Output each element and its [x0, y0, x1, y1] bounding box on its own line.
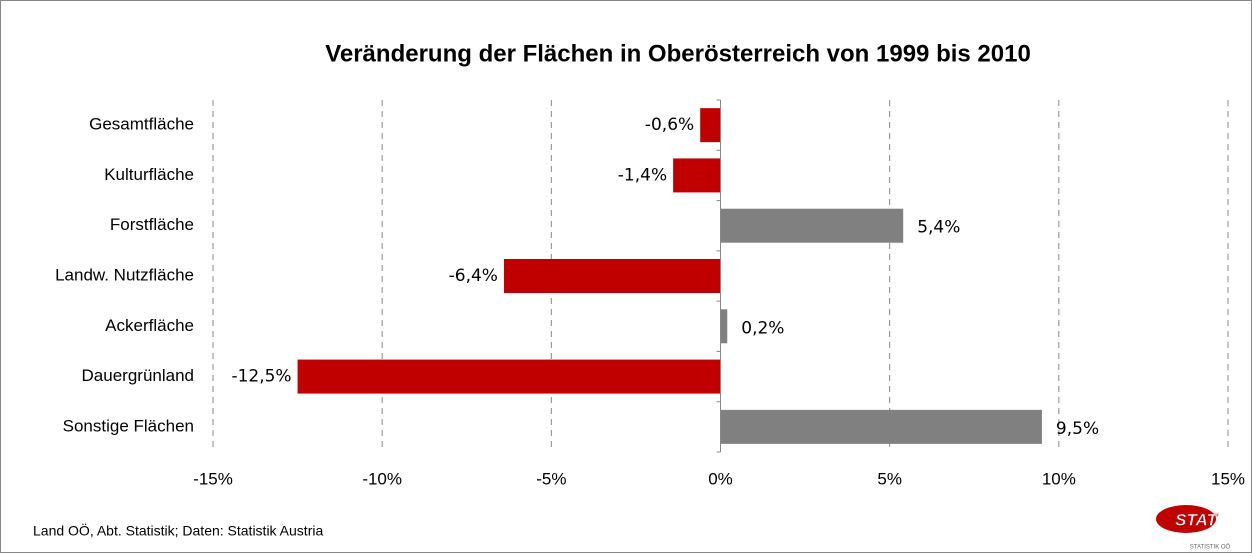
x-tick-label: 10% [1042, 469, 1076, 488]
y-tick-label: Sonstige Flächen [63, 416, 194, 435]
y-tick-label: Landw. Nutzfläche [55, 265, 194, 284]
x-tick-label: 5% [877, 469, 902, 488]
bar [700, 108, 721, 143]
bar [673, 158, 721, 193]
x-tick-label: -10% [362, 469, 402, 488]
value-label: 5,4% [917, 218, 960, 238]
bar [297, 359, 721, 394]
bar [720, 309, 728, 344]
value-label: -1,4% [618, 165, 667, 185]
y-tick-label: Ackerfläche [105, 316, 194, 335]
source-note: Land OÖ, Abt. Statistik; Daten: Statisti… [33, 522, 323, 539]
bar [503, 259, 721, 293]
logo-text: STAT [1175, 510, 1218, 529]
value-label: -0,6% [645, 115, 694, 135]
x-tick-label: 15% [1211, 469, 1245, 488]
chart-title: Veränderung der Flächen in Oberösterreic… [325, 40, 1031, 67]
x-tick-label: -15% [193, 469, 233, 488]
logo-shape [1156, 505, 1216, 533]
y-tick-label: Dauergrünland [82, 366, 194, 385]
logo-subtext: STATISTIK OÖ [1190, 544, 1231, 551]
value-label: 0,2% [741, 318, 784, 338]
x-tick-label: 0% [708, 469, 733, 488]
y-tick-label: Kulturfläche [104, 165, 194, 184]
x-tick-label: -5% [536, 469, 566, 488]
value-label: -12,5% [231, 367, 291, 387]
logo: STAT STATISTIK OÖ [1156, 505, 1231, 551]
value-label: 9,5% [1056, 419, 1099, 439]
value-label: -6,4% [449, 266, 498, 286]
bar [720, 409, 1042, 444]
y-tick-label: Forstfläche [110, 215, 194, 234]
y-tick-label: Gesamtfläche [89, 115, 194, 134]
bar [720, 208, 904, 243]
